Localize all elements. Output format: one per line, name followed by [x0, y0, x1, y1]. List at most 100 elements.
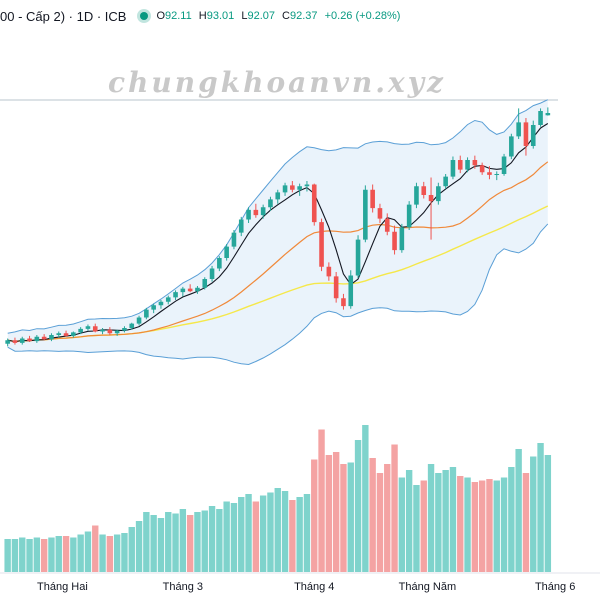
x-tick-label: Tháng Năm: [399, 581, 456, 593]
ohlc-readout: O92.11 H93.01 L92.07 C92.37 +0.26 (+0.28…: [156, 10, 400, 22]
candle: [268, 196, 273, 211]
candle-body: [114, 330, 120, 334]
candle: [107, 327, 113, 335]
volume-bar: [55, 536, 62, 572]
candle-body: [421, 186, 427, 195]
candle-body: [122, 328, 127, 331]
volume-bar: [230, 503, 238, 572]
volume-bar: [274, 488, 281, 572]
candle: [509, 133, 514, 160]
candle-body: [399, 227, 405, 251]
watermark-text: chungkhoanvn.xyz: [108, 66, 446, 99]
candle: [202, 277, 208, 290]
volume-bar: [70, 537, 77, 572]
low-label: L: [241, 10, 248, 22]
ma-fast-line: [7, 123, 549, 343]
candle-body: [326, 266, 332, 277]
volume-bar: [384, 464, 391, 572]
volume-bar: [157, 518, 165, 572]
candle: [275, 189, 281, 204]
volume-bar: [77, 534, 84, 572]
volume-bar: [442, 470, 449, 572]
candle-body: [436, 186, 441, 202]
candle: [355, 235, 361, 279]
volume-bar: [398, 477, 406, 572]
candle: [465, 157, 470, 173]
candle: [12, 337, 18, 345]
candle-body: [41, 336, 47, 340]
volume-bar: [318, 429, 325, 572]
change-value: +0.26 (+0.28%): [324, 10, 401, 22]
candle-body: [100, 329, 105, 332]
volume-bar: [143, 512, 150, 572]
close-label: C: [282, 10, 290, 22]
volume-bar: [413, 485, 420, 572]
candle: [246, 207, 251, 223]
candle-body: [530, 125, 536, 146]
x-tick-label: Tháng 3: [163, 581, 203, 593]
volume-bar: [40, 539, 48, 572]
candle: [238, 216, 244, 237]
candle: [253, 203, 259, 218]
volume-bar: [457, 476, 464, 572]
candle-body: [290, 185, 295, 190]
candle: [5, 338, 10, 347]
candle-body: [165, 297, 171, 302]
volume-bar: [289, 500, 296, 572]
volume-bar: [493, 480, 500, 572]
x-tick-label: Tháng Hai: [37, 581, 88, 593]
candle: [114, 329, 120, 336]
volume-bars: [4, 425, 552, 572]
candle: [421, 181, 427, 199]
candle-body: [85, 326, 91, 329]
candle: [129, 322, 135, 330]
candle-body: [27, 338, 32, 342]
candle-body: [304, 184, 310, 187]
volume-bar: [106, 536, 114, 572]
candle-body: [129, 323, 135, 328]
candle-body: [355, 239, 361, 276]
candle-body: [509, 136, 514, 157]
open-label: O: [156, 10, 165, 22]
candle: [326, 262, 332, 281]
candle: [19, 336, 25, 345]
candle: [56, 331, 62, 338]
candle: [195, 286, 200, 294]
candle-body: [443, 176, 448, 187]
candle: [34, 335, 40, 343]
candle-body: [209, 268, 215, 279]
candle-body: [195, 287, 200, 292]
candle-body: [12, 340, 18, 343]
candle-body: [501, 156, 507, 174]
volume-bar: [121, 533, 128, 572]
candle: [370, 184, 375, 213]
candle-body: [538, 111, 543, 125]
candle: [443, 174, 448, 189]
candle-body: [187, 288, 193, 292]
bollinger-lower-line: [7, 223, 549, 366]
volume-bar: [4, 539, 11, 572]
volume-bar: [537, 443, 544, 572]
candle: [158, 300, 164, 309]
volume-bar: [420, 480, 427, 572]
candle: [41, 334, 47, 341]
candle-body: [333, 276, 339, 299]
volume-bar: [332, 452, 340, 572]
volume-bar: [259, 495, 267, 572]
volume-bar: [530, 456, 537, 572]
candle: [71, 331, 76, 338]
candle: [348, 270, 354, 309]
high-label: H: [198, 10, 207, 22]
volume-bar: [11, 539, 19, 572]
candle-body: [268, 199, 273, 208]
candle-body: [319, 222, 324, 267]
candle: [231, 230, 237, 250]
candle: [341, 293, 346, 310]
candle: [392, 225, 397, 255]
candle-body: [5, 340, 10, 344]
candle-body: [260, 207, 266, 216]
candle: [63, 330, 69, 337]
candle: [217, 256, 222, 272]
volume-bar: [62, 536, 70, 572]
